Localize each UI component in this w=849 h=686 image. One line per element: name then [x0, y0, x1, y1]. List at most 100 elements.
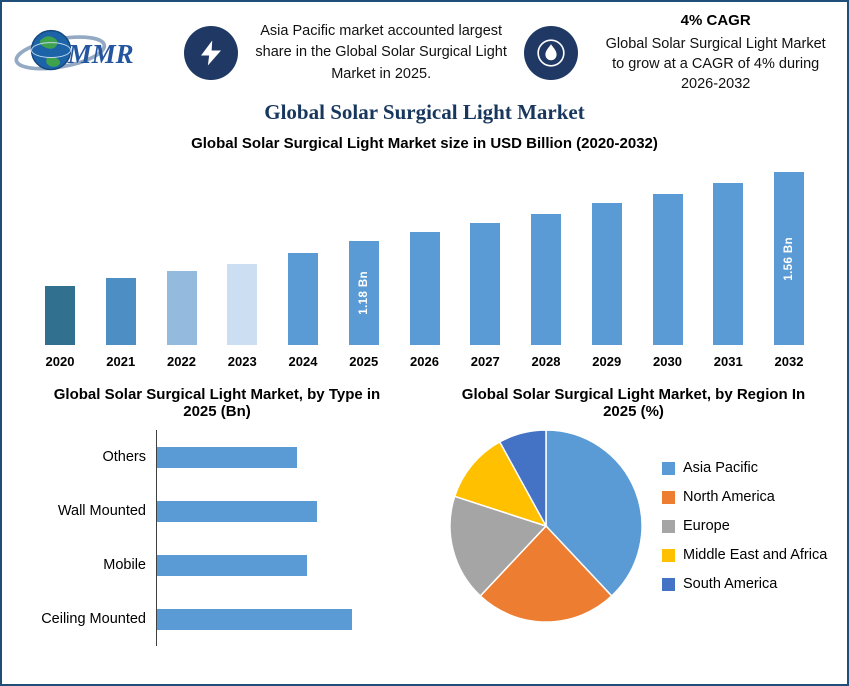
bar-mobile — [157, 554, 307, 576]
bar-2028 — [531, 214, 561, 345]
pie-slice-middle-east-and-africa — [453, 440, 548, 528]
column-2021: 2021 — [105, 164, 137, 372]
bar-2021 — [105, 278, 136, 345]
legend-item-asia-pacific: Asia Pacific — [662, 460, 827, 476]
x-axis-label-2029: 2029 — [592, 354, 622, 369]
bar-2030 — [652, 194, 683, 345]
type-chart-rows: Others Wall Mounted Mobile Ceiling Mounted — [16, 430, 418, 646]
bar-2027 — [470, 223, 501, 345]
column-2022: 2022 — [166, 164, 198, 372]
asia-pacific-callout-text: Asia Pacific market accounted largest sh… — [255, 23, 507, 82]
bar-wall-mounted — [157, 500, 317, 522]
pie-slice-europe — [449, 495, 548, 598]
legend-item-north-america: North America — [662, 489, 827, 505]
bar-2026 — [409, 232, 440, 345]
legend-label-europe: Europe — [683, 518, 730, 534]
x-axis-label-2022: 2022 — [167, 354, 196, 369]
bar-area-others — [156, 430, 418, 484]
bottom-charts-row: Global Solar Surgical Light Market, by T… — [2, 372, 847, 646]
column-2028: 2028 — [530, 164, 562, 372]
column-chart-title: Global Solar Surgical Light Market size … — [191, 135, 658, 152]
x-axis-label-2032: 2032 — [774, 354, 804, 369]
column-2023: 2023 — [226, 164, 258, 372]
region-pie-chart: Global Solar Surgical Light Market, by R… — [434, 386, 833, 646]
x-axis-label-2021: 2021 — [106, 354, 136, 369]
cagr-text: Global Solar Surgical Light Market to gr… — [605, 35, 826, 93]
x-axis-label-2026: 2026 — [410, 354, 439, 369]
type-chart-title: Global Solar Surgical Light Market, by T… — [53, 386, 381, 420]
x-axis-label-2023: 2023 — [227, 354, 257, 369]
bar-2024 — [288, 253, 318, 345]
legend-item-europe: Europe — [662, 518, 827, 534]
pie-wrap: Asia Pacific North America Europe Middle Ea… — [434, 426, 833, 626]
bar-area-ceiling-mounted — [156, 592, 418, 646]
legend-swatch-middle-east-and-africa — [662, 548, 675, 562]
column-2020: 2020 — [44, 164, 76, 372]
column-2027: 2027 — [469, 164, 501, 372]
lightning-bolt-icon — [201, 40, 221, 66]
bar-ceiling-mounted — [157, 608, 352, 630]
logo-text: MMR — [67, 39, 134, 69]
column-2031: 2031 — [712, 164, 744, 372]
x-axis-label-2030: 2030 — [653, 354, 682, 369]
x-axis-label-2020: 2020 — [45, 354, 75, 369]
category-label-wall-mounted: Wall Mounted — [57, 503, 146, 519]
legend-swatch-north-america — [662, 490, 675, 504]
pie-slice-asia-pacific — [545, 429, 643, 598]
type-row-ceiling-mounted: Ceiling Mounted — [16, 592, 418, 646]
column-2030: 2030 — [652, 164, 684, 372]
flame-badge — [524, 26, 579, 80]
x-axis-label-2031: 2031 — [713, 354, 743, 369]
column-2024: 2024 — [287, 164, 319, 372]
bar-2020 — [45, 286, 75, 345]
mmr-logo: MMR — [12, 21, 170, 86]
x-axis-label-2024: 2024 — [288, 354, 318, 369]
lightning-badge — [184, 26, 238, 80]
legend-label-asia-pacific: Asia Pacific — [683, 460, 758, 476]
bar-2025: 1.18 Bn — [348, 241, 379, 345]
logo-continent — [46, 56, 61, 67]
legend-swatch-europe — [662, 519, 675, 533]
type-row-mobile: Mobile — [16, 538, 418, 592]
bar-value-label-2025: 1.18 Bn — [357, 271, 370, 315]
bar-others — [157, 446, 297, 468]
bar-2029 — [591, 203, 622, 345]
legend-swatch-south-america — [662, 577, 675, 591]
legend-swatch-asia-pacific — [662, 461, 675, 475]
category-label-others: Others — [102, 449, 146, 465]
x-axis-label-2027: 2027 — [470, 354, 500, 369]
legend-item-south-america: South America — [662, 576, 827, 592]
flame-icon — [537, 39, 565, 67]
bar-2022 — [166, 271, 197, 345]
bar-area-wall-mounted — [156, 484, 418, 538]
category-label-ceiling-mounted: Ceiling Mounted — [41, 611, 146, 627]
header: MMR Asia Pacific market accounted larges… — [2, 2, 847, 98]
x-axis-label-2028: 2028 — [531, 354, 561, 369]
bar-2023 — [227, 264, 258, 345]
page-title: Global Solar Surgical Light Market — [264, 100, 585, 124]
bar-area-mobile — [156, 538, 418, 592]
x-axis-label-2025: 2025 — [349, 354, 379, 369]
pie-legend: Asia Pacific North America Europe Middle Ea… — [662, 460, 827, 592]
column-2029: 2029 — [591, 164, 623, 372]
legend-label-middle-east-and-africa: Middle East and Africa — [683, 547, 828, 563]
cagr-heading: 4% CAGR — [680, 11, 751, 29]
bar-2031 — [713, 183, 744, 345]
cagr-callout: 4% CAGR Global Solar Surgical Light Mark… — [598, 12, 833, 95]
category-label-mobile: Mobile — [103, 557, 146, 573]
column-2025: 1.18 Bn 2025 — [348, 164, 380, 372]
pie-chart-title: Global Solar Surgical Light Market, by R… — [461, 386, 806, 420]
type-bar-chart: Global Solar Surgical Light Market, by T… — [16, 386, 418, 646]
column-2026: 2026 — [409, 164, 441, 372]
bar-value-label-2032: 1.56 Bn — [783, 236, 795, 281]
pie-chart — [449, 429, 643, 623]
market-size-column-chart: Global Solar Surgical Light Market size … — [2, 135, 847, 372]
legend-item-middle-east-and-africa: Middle East and Africa — [662, 547, 827, 563]
column-chart-bars: 2020 2021 2022 2023 2024 1.18 Bn 2025 2026 2027 2… — [38, 164, 811, 372]
bar-2032: 1.56 Bn — [774, 172, 804, 345]
type-row-wall-mounted: Wall Mounted — [16, 484, 418, 538]
column-2032: 1.56 Bn 2032 — [773, 164, 805, 372]
pie-slice-south-america — [498, 429, 547, 527]
legend-label-south-america: South America — [683, 576, 778, 592]
